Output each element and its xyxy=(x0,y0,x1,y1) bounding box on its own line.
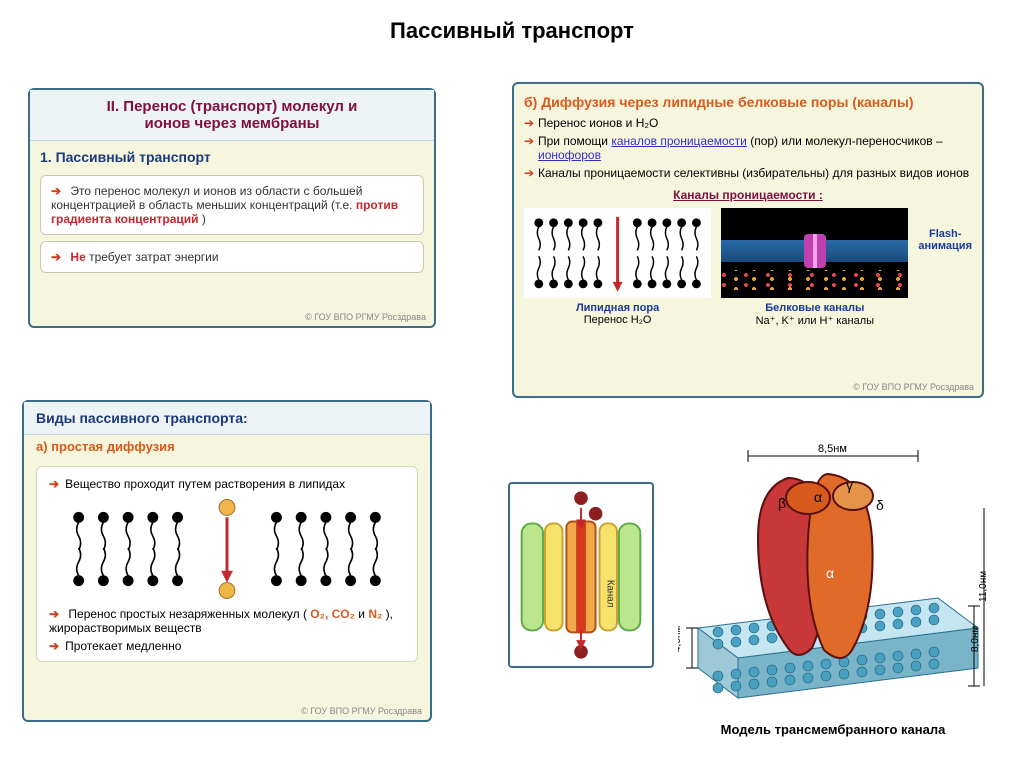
channel-label: Канал xyxy=(604,580,615,608)
prot-cap1: Белковые каналы xyxy=(765,302,864,314)
panel-simple-diffusion: Виды пассивного транспорта: а) простая д… xyxy=(22,400,432,722)
panel1-header: II. Перенос (транспорт) молекул и ионов … xyxy=(30,90,434,141)
flash-l2: анимация xyxy=(918,240,972,252)
panel1-box1-pre: Это перенос молекул и ионов из области с… xyxy=(51,184,362,212)
panel2-line3: Каналы проницаемости селективны (избират… xyxy=(524,164,972,182)
lipid-caption: Липидная пора Перенос H₂O xyxy=(524,298,711,326)
lipid-cap2: Перенос H₂O xyxy=(584,314,652,326)
p2-l2a: При помощи xyxy=(538,134,611,148)
svg-text:4,0нм: 4,0нм xyxy=(678,626,683,652)
p3-l2c: и xyxy=(355,607,368,621)
panel-definition: II. Перенос (транспорт) молекул и ионов … xyxy=(28,88,436,328)
svg-text:β: β xyxy=(778,495,786,511)
panel1-box1-post: ) xyxy=(199,212,206,226)
svg-text:8,5нм: 8,5нм xyxy=(818,443,847,455)
svg-text:11,0нм: 11,0нм xyxy=(978,571,988,602)
panel1-box2: Не требует затрат энергии xyxy=(40,241,424,273)
panel3-header: Виды пассивного транспорта: xyxy=(24,402,430,435)
panel1-copyright: © ГОУ ВПО РГМУ Росздрава xyxy=(305,312,426,322)
membrane-channel-figure: Канал xyxy=(508,482,654,668)
panel3-line3: Протекает медленно xyxy=(49,635,405,653)
panel2-copyright: © ГОУ ВПО РГМУ Росздрава xyxy=(853,382,974,392)
lipid-cap1: Липидная пора xyxy=(576,302,659,314)
p2-l2d-link[interactable]: ионофоров xyxy=(538,148,601,162)
panel1-box1: Это перенос молекул и ионов из области с… xyxy=(40,175,424,235)
panel2-diagram-row: Липидная пора Перенос H₂O Белковые канал… xyxy=(524,208,972,327)
model-caption: Модель трансмембранного канала xyxy=(678,722,988,737)
p3-l2b: O₂, CO₂ xyxy=(310,607,355,621)
panel1-box2-rest: требует затрат энергии xyxy=(86,250,219,264)
panel3-body: Вещество проходит путем растворения в ли… xyxy=(36,466,418,662)
lipid-bilayer-diagram xyxy=(49,499,405,599)
panel2-line1: Перенос ионов и H₂O xyxy=(524,114,972,132)
svg-text:γ: γ xyxy=(846,477,853,493)
p3-l2d: N₂ xyxy=(368,607,382,621)
page-title: Пассивный транспорт xyxy=(0,0,1024,54)
svg-text:8,0нм: 8,0нм xyxy=(970,626,981,652)
panel3-line1: Вещество проходит путем растворения в ли… xyxy=(49,477,405,491)
panel3-subtitle: а) простая диффузия xyxy=(24,435,430,458)
protein-caption: Белковые каналы Na⁺, K⁺ или H⁺ каналы xyxy=(721,298,908,327)
lipid-pore-diagram: Липидная пора Перенос H₂O xyxy=(524,208,711,326)
flash-animation-link[interactable]: Flash- анимация xyxy=(918,208,972,252)
panel2-title: б) Диффузия через липидные белковые поры… xyxy=(524,88,972,114)
panel3-copyright: © ГОУ ВПО РГМУ Росздрава xyxy=(301,706,422,716)
flash-l1: Flash- xyxy=(929,228,961,240)
svg-text:α: α xyxy=(826,565,834,581)
panel2-channels-label: Каналы проницаемости : xyxy=(524,182,972,208)
protein-channel-diagram: Белковые каналы Na⁺, K⁺ или H⁺ каналы xyxy=(721,208,908,327)
svg-text:α: α xyxy=(814,489,822,505)
panel3-line2: Перенос простых незаряженных молекул ( O… xyxy=(49,607,405,635)
panel1-title-line2: ионов через мембраны xyxy=(40,115,424,132)
p2-l2c: (пор) или молекул-переносчиков – xyxy=(747,134,943,148)
transmembrane-model-figure: 8,5нм β α γ δ α xyxy=(678,438,988,720)
p2-l2b-link[interactable]: каналов проницаемости xyxy=(611,134,747,148)
panel1-section: 1. Пассивный транспорт xyxy=(30,141,434,169)
p3-l2a: Перенос простых незаряженных молекул ( xyxy=(68,607,310,621)
svg-text:δ: δ xyxy=(876,497,884,513)
panel1-title-line1: II. Перенос (транспорт) молекул и xyxy=(40,98,424,115)
panel2-line2: При помощи каналов проницаемости (пор) и… xyxy=(524,132,972,164)
panel-diffusion-pores: б) Диффузия через липидные белковые поры… xyxy=(512,82,984,398)
prot-cap2: Na⁺, K⁺ или H⁺ каналы xyxy=(756,315,874,327)
panel1-box2-red: Не xyxy=(70,250,85,264)
